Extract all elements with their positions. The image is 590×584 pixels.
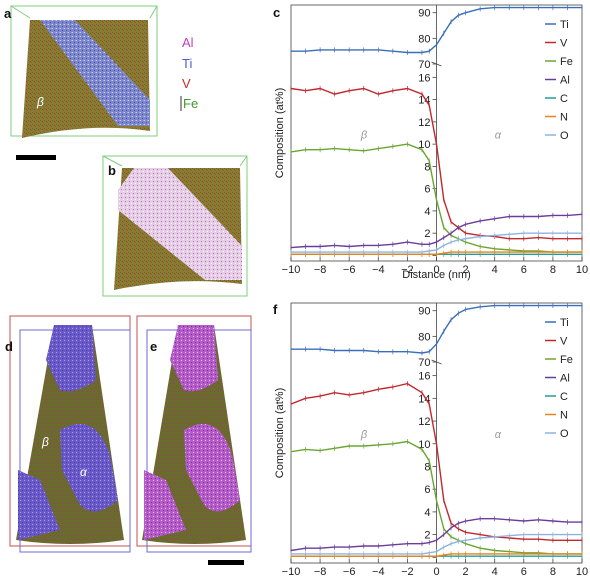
series-line-ti bbox=[291, 6, 582, 54]
series-line-fe bbox=[290, 143, 582, 253]
y-axis-label: Composition (at%) bbox=[274, 88, 286, 178]
legend-label-c: C bbox=[560, 93, 568, 105]
scale-bar-e bbox=[208, 560, 244, 565]
y-axis-label: Composition (at%) bbox=[274, 388, 286, 478]
y-tick-label: 90 bbox=[418, 306, 430, 318]
x-tick-label: 10 bbox=[576, 264, 588, 276]
panel-label-b: b bbox=[108, 163, 116, 178]
alpha-phase-label: α bbox=[495, 429, 502, 441]
y-tick-label: 4 bbox=[424, 206, 430, 218]
tomogram-d: d β α bbox=[5, 315, 131, 553]
beta-phase-label: β bbox=[360, 130, 368, 142]
panel-label-e: e bbox=[150, 339, 157, 354]
y-tick-label: 16 bbox=[418, 72, 430, 84]
x-tick-label: 4 bbox=[492, 566, 498, 578]
y-tick-label: 12 bbox=[418, 416, 430, 428]
y-tick-label: 80 bbox=[418, 331, 430, 343]
x-axis-label: Distance (nm) bbox=[402, 269, 470, 281]
legend-label-fe: Fe bbox=[560, 354, 573, 366]
tomogram-b: b bbox=[102, 155, 248, 297]
y-tick-label: 12 bbox=[418, 117, 430, 129]
x-tick-label: −8 bbox=[314, 566, 327, 578]
series-line-v bbox=[290, 382, 582, 541]
series-line-ti bbox=[291, 304, 582, 354]
panel-label-a: a bbox=[4, 6, 12, 21]
atom-legend-ti: Ti bbox=[182, 56, 192, 71]
x-tick-label: −10 bbox=[282, 264, 301, 276]
x-tick-label: 0 bbox=[433, 566, 439, 578]
y-tick-label: 6 bbox=[424, 484, 430, 496]
x-tick-label: 2 bbox=[463, 264, 469, 276]
series-line-al bbox=[290, 518, 582, 552]
beta-label-a: β bbox=[36, 95, 44, 109]
atom-legend: Al Ti V Fe bbox=[180, 35, 198, 111]
legend-label-ti: Ti bbox=[560, 317, 569, 329]
x-tick-label: −6 bbox=[343, 264, 356, 276]
series-line-v bbox=[290, 87, 582, 240]
x-tick-label: 6 bbox=[521, 566, 527, 578]
panel-label-c: c bbox=[273, 5, 280, 20]
alpha-phase-label: α bbox=[495, 130, 502, 142]
y-tick-label: 6 bbox=[424, 184, 430, 196]
tomogram-e: e bbox=[136, 315, 252, 565]
alpha-label-d: α bbox=[80, 465, 88, 479]
scale-bar-a bbox=[16, 155, 56, 160]
series-line-fe bbox=[290, 440, 582, 555]
beta-label-d: β bbox=[41, 435, 49, 449]
legend-label-al: Al bbox=[560, 75, 570, 87]
legend-label-v: V bbox=[560, 38, 568, 50]
beta-phase-label: β bbox=[360, 429, 368, 441]
y-tick-label: 10 bbox=[418, 139, 430, 151]
series-line-o bbox=[291, 232, 582, 253]
x-tick-label: −6 bbox=[343, 566, 356, 578]
x-tick-label: −10 bbox=[282, 566, 301, 578]
x-tick-label: −4 bbox=[372, 264, 385, 276]
x-tick-label: −8 bbox=[314, 264, 327, 276]
y-tick-label: 2 bbox=[424, 530, 430, 542]
series-line-o bbox=[291, 533, 582, 555]
x-tick-label: 8 bbox=[550, 264, 556, 276]
series-line-n bbox=[291, 251, 582, 255]
atom-legend-al: Al bbox=[182, 35, 194, 50]
y-tick-label: 10 bbox=[418, 439, 430, 451]
y-tick-label: 70 bbox=[418, 357, 430, 369]
x-tick-label: −2 bbox=[401, 264, 414, 276]
x-tick-label: 4 bbox=[492, 264, 498, 276]
y-tick-label: 2 bbox=[424, 228, 430, 240]
y-tick-label: 8 bbox=[424, 461, 430, 473]
legend-label-c: C bbox=[560, 391, 568, 403]
y-tick-label: 80 bbox=[418, 33, 430, 45]
y-tick-label: 4 bbox=[424, 507, 430, 519]
series-line-al bbox=[290, 213, 583, 249]
legend-label-o: O bbox=[560, 130, 569, 142]
legend-label-ti: Ti bbox=[560, 19, 569, 31]
y-tick-label: 16 bbox=[418, 371, 430, 383]
legend-label-fe: Fe bbox=[560, 56, 573, 68]
x-tick-label: −2 bbox=[401, 566, 414, 578]
legend-label-v: V bbox=[560, 336, 568, 348]
atom-legend-fe: Fe bbox=[183, 96, 198, 111]
x-tick-label: 6 bbox=[521, 264, 527, 276]
x-tick-label: −4 bbox=[372, 566, 385, 578]
x-tick-label: 0 bbox=[433, 264, 439, 276]
legend-label-al: Al bbox=[560, 373, 570, 385]
y-tick-label: 90 bbox=[418, 8, 430, 20]
x-tick-label: 2 bbox=[463, 566, 469, 578]
tomogram-a: a β bbox=[4, 5, 158, 160]
x-tick-label: 10 bbox=[576, 566, 588, 578]
atom-legend-v: V bbox=[182, 76, 191, 91]
y-tick-label: 8 bbox=[424, 161, 430, 173]
panel-label-d: d bbox=[5, 339, 13, 354]
panel-label-f: f bbox=[273, 302, 278, 317]
legend-label-n: N bbox=[560, 112, 568, 124]
x-tick-label: 8 bbox=[550, 566, 556, 578]
series-line-n bbox=[291, 553, 582, 557]
y-tick-label: 70 bbox=[418, 59, 430, 71]
legend-label-o: O bbox=[560, 428, 569, 440]
legend-label-n: N bbox=[560, 410, 568, 422]
